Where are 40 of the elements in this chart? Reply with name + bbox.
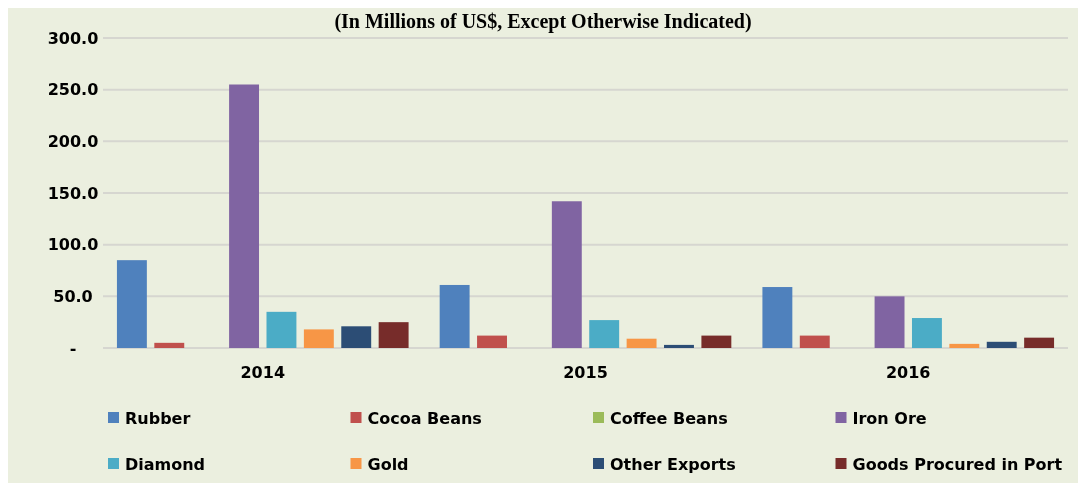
y-tick-label: - (69, 338, 77, 358)
bar (116, 260, 147, 348)
bar (341, 326, 372, 348)
bar (874, 296, 905, 348)
bar (799, 335, 830, 348)
y-tick-label: 50.0 (53, 286, 93, 306)
bar (229, 84, 260, 348)
legend-label: Diamond (125, 454, 206, 474)
bar (439, 284, 470, 348)
y-tick-label: 150.0 (47, 183, 99, 203)
x-tick-label: 2016 (885, 363, 931, 382)
y-tick-label: 200.0 (47, 131, 99, 151)
bar (986, 341, 1017, 348)
y-tick-label: 100.0 (47, 235, 99, 255)
bar (664, 344, 694, 348)
x-tick-label: 2015 (563, 363, 608, 382)
bar (911, 318, 942, 348)
legend-label: Iron Ore (852, 408, 927, 428)
legend-label: Goods Procured in Port (852, 454, 1063, 474)
chart-title: (In Millions of US$, Except Otherwise Indicated) (334, 10, 752, 33)
bar (762, 287, 793, 348)
y-tick-label: 250.0 (47, 80, 99, 100)
legend-label: Cocoa Beans (367, 408, 482, 428)
legend-label: Coffee Beans (610, 408, 728, 428)
bar (701, 335, 732, 348)
bar (551, 201, 582, 348)
bar (154, 342, 185, 348)
bar (949, 343, 980, 348)
bar (589, 320, 620, 348)
bar (477, 335, 507, 348)
bar (303, 329, 334, 348)
bar (266, 311, 297, 348)
bar (1024, 337, 1055, 348)
x-tick-label: 2014 (240, 363, 286, 382)
y-tick-label: 300.0 (47, 28, 99, 48)
legend-label: Gold (367, 454, 409, 474)
bar (378, 322, 409, 348)
legend-label: Rubber (125, 408, 191, 428)
bar (626, 338, 657, 348)
legend-label: Other Exports (610, 454, 736, 474)
